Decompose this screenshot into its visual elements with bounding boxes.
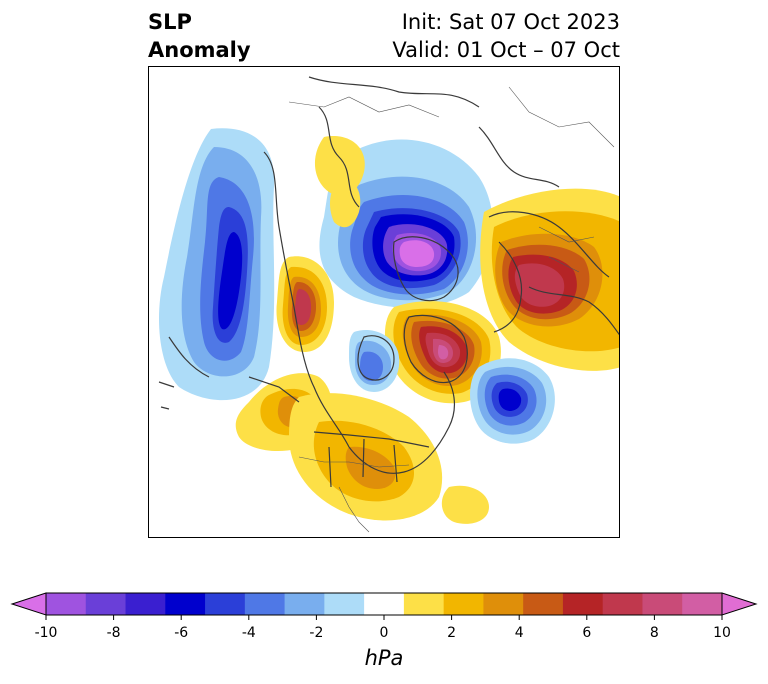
title-line-1: SLP xyxy=(148,10,192,34)
colorbar-extend-max xyxy=(721,592,758,616)
eastern-us-high-anomaly xyxy=(289,393,489,524)
colorbar xyxy=(10,592,758,620)
colorbar-tick-label: -6 xyxy=(174,625,189,641)
atlantic-low-anomaly xyxy=(470,358,555,444)
map-title: SLP Anomaly xyxy=(148,8,251,64)
alaska-low-anomaly xyxy=(159,128,275,401)
colorbar-bin xyxy=(85,593,127,615)
coastlines xyxy=(158,76,619,488)
colorbar-bin xyxy=(602,593,643,615)
colorbar-bin xyxy=(125,593,166,615)
colorbar-bin xyxy=(562,593,604,615)
colorbar-bin xyxy=(682,593,723,615)
siberia-high-anomaly xyxy=(480,188,619,371)
colorbar-tick-label: 4 xyxy=(514,625,524,641)
colorbar-bin xyxy=(324,593,365,615)
greenland-high-anomaly xyxy=(384,301,501,404)
colorbar-tick-label: 10 xyxy=(713,625,731,641)
colorbar-tick-label: -8 xyxy=(106,625,121,641)
colorbar-unit-label: hPa xyxy=(364,646,404,670)
west-coast-high-anomaly xyxy=(276,256,334,352)
colorbar-bin xyxy=(364,593,405,615)
colorbar-tick-label: -10 xyxy=(34,625,58,641)
colorbar-bin xyxy=(523,593,564,615)
arctic-low-anomaly xyxy=(319,139,493,308)
colorbar-tick-label: 6 xyxy=(582,625,592,641)
colorbar-tick-label: 2 xyxy=(447,625,457,641)
colorbar-bin xyxy=(483,593,524,615)
colorbar-bin xyxy=(46,593,87,615)
hudson-low-anomaly xyxy=(349,329,400,392)
colorbar-tick-label: 8 xyxy=(649,625,659,641)
title-line-2: Anomaly xyxy=(148,38,251,62)
colorbar-bin xyxy=(244,593,286,615)
date-info: Init: Sat 07 Oct 2023 Valid: 01 Oct – 07… xyxy=(392,8,620,64)
colorbar-tick-label: -2 xyxy=(309,625,324,641)
colorbar-bin xyxy=(443,593,484,615)
colorbar-bin xyxy=(642,593,683,615)
valid-range: Valid: 01 Oct – 07 Oct xyxy=(392,38,620,62)
colorbar-tick-label: 0 xyxy=(379,625,389,641)
colorbar-extend-min xyxy=(10,592,47,616)
colorbar-bin xyxy=(165,593,206,615)
init-date: Init: Sat 07 Oct 2023 xyxy=(401,10,620,34)
colorbar-bin xyxy=(284,593,325,615)
anomaly-map xyxy=(148,66,620,538)
land-borders xyxy=(288,86,615,533)
colorbar-bin xyxy=(205,593,246,615)
canada-high-anomaly xyxy=(314,136,365,228)
map-canvas xyxy=(158,76,619,533)
colorbar-tick-label: -4 xyxy=(241,625,256,641)
colorbar-bin xyxy=(403,593,445,615)
